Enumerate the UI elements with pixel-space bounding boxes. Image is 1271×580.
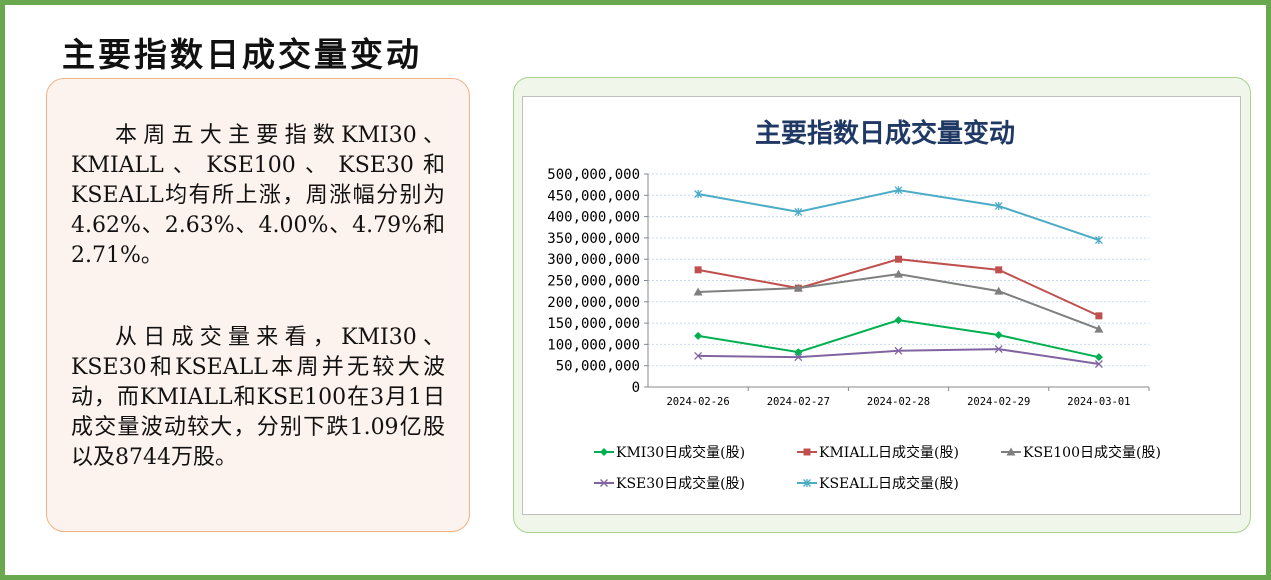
- data-point: [793, 283, 803, 292]
- y-tick-label: 250,000,000: [547, 274, 640, 290]
- data-point: [794, 348, 803, 357]
- x-tick-label: 2024-02-27: [767, 396, 830, 408]
- y-tick-label: 300,000,000: [547, 252, 640, 268]
- legend-marker: [600, 448, 608, 456]
- data-point: [794, 207, 803, 216]
- legend-marker: [803, 479, 811, 487]
- data-point: [994, 201, 1003, 210]
- data-point: [994, 345, 1003, 354]
- series-line-4: [697, 189, 1100, 241]
- x-tick-label: 2024-02-28: [867, 396, 930, 408]
- data-point: [693, 287, 703, 296]
- data-point: [994, 286, 1004, 295]
- y-tick-label: 150,000,000: [547, 316, 640, 332]
- y-tick-label: 500,000,000: [547, 167, 640, 183]
- legend-item: KSE30日成交量(股): [594, 475, 745, 492]
- data-point: [894, 186, 903, 195]
- summary-paragraph-1: 本周五大主要指数KMI30、KMIALL 、 KSE100 、 KSE30 和K…: [71, 123, 445, 268]
- legend-item: KMI30日成交量(股): [594, 444, 745, 461]
- data-point: [694, 331, 703, 340]
- data-point: [894, 316, 903, 325]
- legend-label: KSEALL日成交量(股): [819, 475, 959, 492]
- y-tick-label: 0: [632, 380, 640, 396]
- data-point: [894, 269, 903, 278]
- legend-item: KSE100日成交量(股): [1001, 444, 1161, 461]
- y-tick-label: 200,000,000: [547, 295, 640, 311]
- data-point: [694, 190, 703, 199]
- data-point: [895, 255, 902, 263]
- data-point: [1094, 324, 1104, 333]
- data-point: [1094, 353, 1103, 362]
- legend-marker: [803, 448, 811, 456]
- data-point: [894, 346, 903, 355]
- x-tick-label: 2024-02-26: [666, 396, 729, 408]
- y-tick-label: 350,000,000: [547, 231, 640, 247]
- legend-label: KSE100日成交量(股): [1023, 444, 1161, 461]
- data-point: [1094, 360, 1103, 368]
- legend-label: KMIALL日成交量(股): [819, 444, 959, 461]
- data-point: [694, 266, 702, 274]
- legend-item: KSEALL日成交量(股): [797, 475, 959, 492]
- data-point: [694, 351, 703, 360]
- y-tick-label: 100,000,000: [547, 337, 640, 353]
- data-point: [1094, 236, 1103, 245]
- y-tick-label: 400,000,000: [547, 210, 640, 226]
- y-tick-label: 450,000,000: [547, 188, 640, 204]
- legend-item: KMIALL日成交量(股): [797, 444, 959, 461]
- legend-marker: [600, 479, 608, 487]
- x-tick-label: 2024-03-01: [1067, 396, 1130, 408]
- legend-marker: [1006, 447, 1016, 456]
- summary-textbox: 本周五大主要指数KMI30、KMIALL 、 KSE100 、 KSE30 和K…: [46, 78, 470, 532]
- chart-title: 主要指数日成交量变动: [755, 118, 1015, 149]
- page-title: 主要指数日成交量变动: [62, 35, 422, 74]
- y-tick-label: 50,000,000: [556, 359, 640, 375]
- summary-paragraph-2: 从日成交量来看，KMI30、KSE30和KSEALL本周并无较大波动，而KMIA…: [71, 325, 445, 470]
- data-point: [1095, 312, 1103, 320]
- legend-label: KMI30日成交量(股): [616, 444, 745, 461]
- x-tick-label: 2024-02-29: [967, 396, 1030, 408]
- chart-plot-area: [522, 96, 1241, 515]
- legend-label: KSE30日成交量(股): [616, 475, 745, 492]
- data-point: [994, 331, 1003, 340]
- data-point: [995, 266, 1003, 274]
- data-point: [794, 353, 803, 362]
